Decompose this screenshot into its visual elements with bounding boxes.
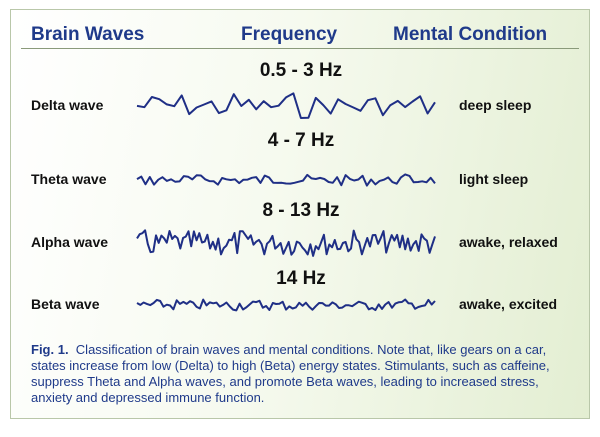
caption-text: Classification of brain waves and mental… [31,342,550,405]
page: Brain Waves Frequency Mental Condition 0… [0,9,600,437]
wave-name: Delta wave [31,97,104,113]
frequency: 14 Hz [276,268,326,289]
caption: Fig. 1. Classification of brain waves an… [31,342,576,406]
column-header: Brain Waves [31,24,145,45]
wave-name: Alpha wave [31,234,109,250]
caption-label: Fig. 1. [31,342,69,357]
condition: awake, excited [459,296,558,312]
wave-trace [136,298,436,312]
figure: Brain Waves Frequency Mental Condition 0… [10,9,590,419]
column-header: Mental Condition [393,24,548,45]
wave-trace [136,229,436,257]
waves [136,92,436,312]
wave-name: Beta wave [31,296,100,312]
condition: awake, relaxed [459,234,558,250]
header-rule [21,48,579,49]
condition: light sleep [459,171,529,187]
frequency: 4 - 7 Hz [267,130,335,151]
wave-name: Theta wave [31,171,107,187]
wave-trace [136,92,436,119]
condition: deep sleep [459,97,532,113]
wave-trace [136,173,436,187]
frequency: 8 - 13 Hz [262,200,340,221]
frequency: 0.5 - 3 Hz [259,60,343,81]
column-header: Frequency [241,24,338,45]
